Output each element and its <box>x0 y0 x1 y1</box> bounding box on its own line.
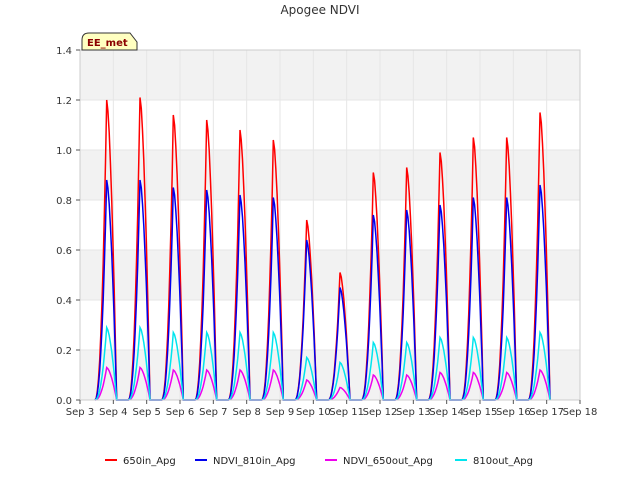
x-tick-label: Sep 9 <box>266 407 294 418</box>
y-tick-label: 0.8 <box>56 196 72 207</box>
band <box>80 100 580 150</box>
station-badge-label: EE_met <box>87 38 128 49</box>
x-tick-label: Sep 4 <box>99 407 127 418</box>
legend-label: NDVI_810in_Apg <box>213 456 296 467</box>
y-tick-label: 1.2 <box>56 96 72 107</box>
band <box>80 150 580 200</box>
x-tick-label: Sep 5 <box>132 407 160 418</box>
x-tick-label: Sep 14 <box>429 407 464 418</box>
y-tick-label: 0.0 <box>56 396 72 407</box>
chart-title: Apogee NDVI <box>280 3 359 17</box>
y-tick-label: 0.2 <box>56 346 72 357</box>
y-tick-label: 1.4 <box>56 46 72 57</box>
x-tick-label: Sep 16 <box>496 407 531 418</box>
station-badge: EE_met <box>81 32 138 51</box>
background-bands <box>80 50 580 400</box>
y-tick-label: 0.6 <box>56 246 72 257</box>
band <box>80 300 580 350</box>
y-axis: 0.0 0.2 0.4 0.6 0.8 1.0 1.2 1.4 <box>56 46 80 407</box>
x-tick-label: Sep 6 <box>166 407 194 418</box>
y-tick-label: 1.0 <box>56 146 72 157</box>
x-tick-label: Sep 13 <box>396 407 431 418</box>
x-tick-label: Sep 12 <box>363 407 398 418</box>
x-tick-label: Sep 17 <box>529 407 564 418</box>
x-tick-label: Sep 7 <box>199 407 227 418</box>
x-tick-label: Sep 18 <box>563 407 598 418</box>
band <box>80 200 580 250</box>
x-tick-label: Sep 15 <box>463 407 498 418</box>
legend-label: 810out_Apg <box>473 456 533 467</box>
x-axis: Sep 3 Sep 4 Sep 5 Sep 6 Sep 7 Sep 8 Sep 9 Sep 1… <box>66 400 598 418</box>
plot-frame <box>79 49 581 401</box>
x-tick-label: Sep 8 <box>232 407 260 418</box>
band <box>80 50 580 100</box>
x-tick-label: Sep 3 <box>66 407 94 418</box>
legend: 650in_Apg NDVI_810in_Apg NDVI_650out_Apg 81… <box>105 456 533 467</box>
x-tick-label: Sep 10 <box>296 407 331 418</box>
band <box>80 250 580 300</box>
legend-label: 650in_Apg <box>123 456 176 467</box>
legend-label: NDVI_650out_Apg <box>343 456 433 467</box>
y-tick-label: 0.4 <box>56 296 72 307</box>
x-tick-label: Sep 11 <box>329 407 364 418</box>
